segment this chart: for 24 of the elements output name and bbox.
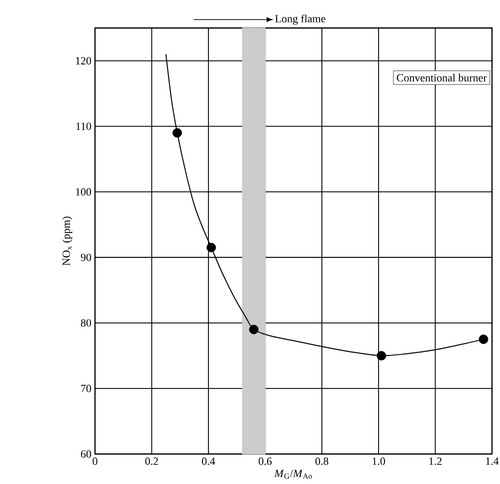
x-tick-label: 0.4: [202, 458, 216, 465]
y-tick-label: 110: [76, 122, 92, 130]
y-tick-label: 70: [81, 384, 92, 392]
y-tick-label: 100: [76, 188, 92, 196]
text: Long flame: [275, 14, 326, 25]
point: [478, 334, 488, 344]
point: [249, 324, 259, 334]
y-tick-label: 80: [80, 319, 92, 327]
x-tick-label: 1.0: [372, 458, 386, 465]
x-tick-label: 0.2: [145, 458, 158, 465]
point: [376, 350, 386, 360]
x-tick-label: 1.2: [429, 458, 442, 465]
y-tick-label: 60: [80, 450, 92, 458]
point: [206, 242, 216, 252]
x-tick-label: 0.6: [258, 458, 272, 465]
point: [172, 128, 182, 138]
y-tick-label: 120: [76, 57, 92, 64]
x-tick-label: 1.4: [486, 458, 499, 465]
y-axis-title: NO$_{x}$ (ppm): [62, 216, 72, 266]
annotation: Conventional burner: [396, 74, 487, 82]
x-axis-title: M$_{G}$/M$_{Ao}$: [274, 470, 312, 479]
x-tick-label: 0: [92, 458, 98, 465]
x-tick-label: 0.8: [315, 458, 328, 465]
y-tick-label: 90: [80, 254, 92, 262]
